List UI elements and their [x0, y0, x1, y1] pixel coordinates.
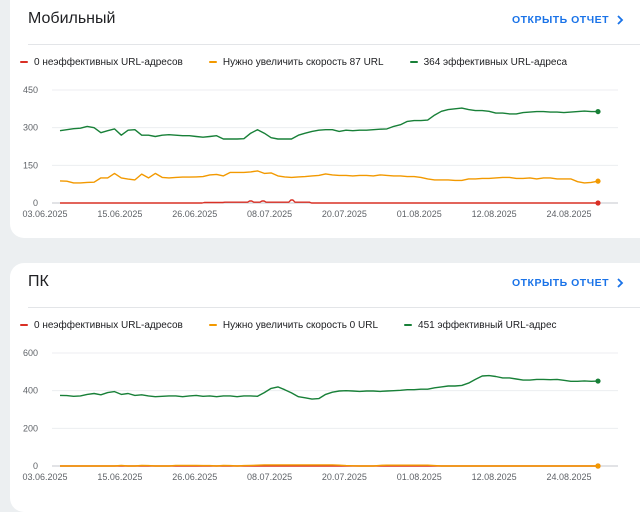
chart-legend: 0 неэффективных URL-адресов Нужно увелич…	[20, 318, 583, 332]
x-tick-label: 20.07.2025	[322, 472, 367, 482]
x-tick-label: 01.08.2025	[397, 472, 442, 482]
open-report-button[interactable]: ОТКРЫТЬ ОТЧЕТ	[512, 277, 624, 289]
legend-item-needs-improvement[interactable]: Нужно увеличить скорость 0 URL	[208, 318, 379, 332]
y-tick-label: 200	[23, 423, 38, 433]
x-tick-label: 20.07.2025	[322, 209, 367, 219]
series-end-point	[595, 108, 601, 115]
legend-label: 451 эффективный URL-адрес	[418, 319, 557, 331]
x-tick-label: 03.06.2025	[22, 209, 67, 219]
x-tick-label: 08.07.2025	[247, 209, 292, 219]
legend-label: 364 эффективных URL-адреса	[423, 56, 568, 68]
desktop-chart: 0 200 400 600 03.06.2025 15.06.2025 26.06.2025…	[22, 348, 618, 482]
y-tick-label: 0	[33, 198, 38, 208]
mobile-chart: 0 150 300 450 03.06.2025 15.06.2025 26.06.2025…	[22, 85, 618, 219]
series-line	[60, 464, 598, 467]
series-end-point	[595, 200, 601, 206]
card-header: ПК ОТКРЫТЬ ОТЧЕТ	[28, 263, 640, 308]
y-tick-label: 600	[23, 348, 38, 358]
x-tick-label: 26.06.2025	[172, 472, 217, 482]
open-report-label: ОТКРЫТЬ ОТЧЕТ	[511, 277, 609, 289]
legend-label: 0 неэффективных URL-адресов	[34, 319, 183, 331]
legend-item-good[interactable]: 364 эффективных URL-адреса	[409, 55, 568, 69]
x-tick-label: 03.06.2025	[22, 472, 67, 482]
mobile-card: Мобильный ОТКРЫТЬ ОТЧЕТ 0 неэффективных …	[10, 0, 640, 238]
legend-label: 0 неэффективных URL-адресов	[34, 56, 183, 68]
chart-legend: 0 неэффективных URL-адресов Нужно увелич…	[20, 55, 593, 69]
x-tick-label: 12.08.2025	[472, 472, 517, 482]
chevron-right-icon	[617, 15, 624, 25]
legend-item-poor[interactable]: 0 неэффективных URL-адресов	[20, 55, 183, 69]
card-title: ПК	[28, 273, 49, 290]
x-tick-label: 08.07.2025	[247, 472, 292, 482]
x-tick-label: 26.06.2025	[172, 209, 217, 219]
x-tick-label: 15.06.2025	[97, 209, 142, 219]
legend-item-good[interactable]: 451 эффективный URL-адрес	[404, 318, 557, 332]
series-end-point	[595, 178, 601, 184]
legend-swatch	[409, 61, 418, 63]
legend-swatch	[208, 324, 217, 326]
chevron-right-icon	[617, 278, 624, 288]
legend-swatch	[20, 61, 28, 63]
open-report-label: ОТКРЫТЬ ОТЧЕТ	[511, 14, 609, 26]
series-line	[60, 199, 598, 204]
x-tick-label: 01.08.2025	[397, 209, 442, 219]
y-tick-label: 450	[23, 85, 38, 95]
series-line	[59, 107, 598, 140]
legend-item-needs-improvement[interactable]: Нужно увеличить скорость 87 URL	[208, 55, 384, 69]
y-tick-label: 150	[23, 160, 38, 170]
x-tick-label: 15.06.2025	[97, 472, 142, 482]
legend-swatch	[20, 324, 28, 326]
legend-label: Нужно увеличить скорость 87 URL	[222, 56, 384, 68]
open-report-button[interactable]: ОТКРЫТЬ ОТЧЕТ	[512, 14, 624, 26]
card-header: Мобильный ОТКРЫТЬ ОТЧЕТ	[28, 0, 640, 45]
card-title: Мобильный	[28, 10, 116, 27]
legend-swatch	[404, 324, 413, 326]
legend-label: Нужно увеличить скорость 0 URL	[222, 319, 379, 331]
x-tick-label: 24.08.2025	[546, 209, 591, 219]
series-line	[59, 374, 599, 400]
y-tick-label: 300	[23, 123, 38, 133]
y-tick-label: 400	[23, 386, 38, 396]
x-tick-label: 24.08.2025	[546, 472, 591, 482]
legend-item-poor[interactable]: 0 неэффективных URL-адресов	[20, 318, 183, 332]
series-line	[59, 170, 599, 184]
desktop-card: ПК ОТКРЫТЬ ОТЧЕТ 0 неэффективных URL-адр…	[10, 263, 640, 512]
series-end-point	[595, 378, 601, 384]
x-tick-label: 12.08.2025	[472, 209, 517, 219]
y-tick-label: 0	[33, 461, 38, 471]
legend-swatch	[208, 61, 217, 63]
series-end-point	[595, 463, 601, 469]
